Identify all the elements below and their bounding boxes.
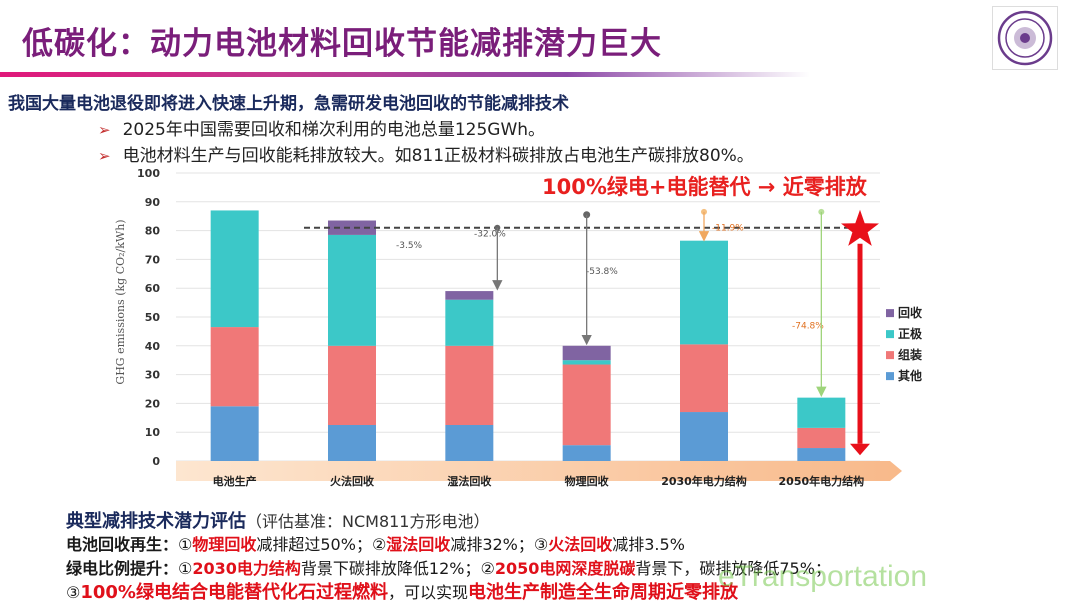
emissions-bar-chart: -3.5% -32.0% -53.8% -11.9% -74.8% 0 10 20 30 40 5… <box>114 167 923 488</box>
legend-swatch <box>886 330 894 339</box>
category-label: 湿法回收 <box>447 474 491 488</box>
bar-segment <box>797 448 846 461</box>
bar-segment <box>328 220 376 235</box>
reduction-annotation: -11.9% <box>712 224 744 234</box>
y-axis-label: GHG emissions (kg CO₂/kWh) <box>114 219 127 384</box>
bullet-1: ➢ 2025年中国需要回收和梯次利用的电池总量125GWh。 <box>98 120 546 140</box>
y-tick-label: 90 <box>145 196 161 209</box>
category-label: 2030年电力结构 <box>661 474 747 488</box>
y-tick-label: 50 <box>145 311 161 324</box>
red-arrow-head-icon <box>850 443 870 456</box>
bar-segment <box>562 445 611 461</box>
bar-segment <box>328 234 376 346</box>
legend-label: 组装 <box>898 347 922 362</box>
category-label: 2050年电力结构 <box>779 474 865 488</box>
y-tick-label: 80 <box>145 225 161 238</box>
y-tick-label: 100 <box>137 167 160 180</box>
arrow-bullet-icon: ➢ <box>98 147 111 165</box>
watermark-text: eTransportation <box>718 560 928 593</box>
arrow-start-dot <box>583 211 591 219</box>
legend-label: 其他 <box>898 368 922 383</box>
bar-segment <box>328 425 376 461</box>
y-tick-label: 70 <box>145 253 161 266</box>
bar-segment <box>680 344 728 413</box>
y-tick-label: 30 <box>145 369 161 382</box>
bar-segment <box>210 406 259 461</box>
university-seal-logo <box>992 6 1058 70</box>
bar-segment <box>680 412 728 461</box>
y-tick-label: 20 <box>145 397 161 410</box>
legend-label: 回收 <box>898 305 922 320</box>
red-star-icon <box>841 209 879 246</box>
bar-segment <box>797 427 846 449</box>
legend-swatch <box>886 309 894 318</box>
bottom-line-zero-emission: ③100%绿电结合电能替代化石过程燃料，可以实现电池生产制造全生命周期近零排放 <box>66 582 738 603</box>
category-label: 电池生产 <box>213 474 257 488</box>
reduction-annotation: -32.0% <box>474 229 506 239</box>
green-power-label: 100%绿电+电能替代 → 近零排放 <box>542 175 867 199</box>
title-underline <box>0 72 810 77</box>
bar-segment <box>562 364 611 446</box>
bar-segment <box>210 327 259 407</box>
x-axis-band <box>176 461 902 481</box>
page-title: 低碳化：动力电池材料回收节能减排潜力巨大 <box>22 26 662 62</box>
bottom-line-recycling: 电池回收再生：①物理回收减排超过50%；②湿法回收减排32%；③火法回收减排3.… <box>66 535 685 554</box>
category-label: 物理回收 <box>565 474 609 488</box>
reduction-annotation: -3.5% <box>396 241 423 251</box>
bar-segment <box>210 210 259 328</box>
legend-swatch <box>886 372 894 381</box>
category-label: 火法回收 <box>330 474 374 488</box>
bar-segment <box>445 291 494 300</box>
reduction-annotation: -53.8% <box>586 267 618 277</box>
bar-segment <box>562 360 611 365</box>
y-tick-label: 10 <box>145 426 161 439</box>
arrow-bullet-icon: ➢ <box>98 121 111 139</box>
bar-segment <box>562 345 611 361</box>
y-tick-label: 0 <box>152 455 160 468</box>
reduction-annotation: -74.8% <box>792 322 824 332</box>
legend-swatch <box>886 351 894 360</box>
headline: 我国大量电池退役即将进入快速上升期，急需研发电池回收的节能减排技术 <box>8 94 569 114</box>
bar-segment <box>445 345 494 425</box>
legend-label: 正极 <box>898 326 923 341</box>
y-tick-label: 60 <box>145 282 161 295</box>
bottom-heading: 典型减排技术潜力评估（评估基准：NCM811方形电池） <box>66 511 490 532</box>
bottom-line-green-power: 绿电比例提升：①2030电力结构背景下碳排放降低12%；②2050电网深度脱碳背… <box>66 559 831 578</box>
bar-segment <box>680 240 728 345</box>
bullet-2: ➢ 电池材料生产与回收能耗排放较大。如811正极材料碳排放占电池生产碳排放80%。 <box>98 146 754 166</box>
bar-segment <box>445 299 494 346</box>
bar-segment <box>445 425 494 461</box>
bar-segment <box>328 345 376 425</box>
bar-segment <box>797 397 846 428</box>
y-tick-label: 40 <box>145 340 161 353</box>
